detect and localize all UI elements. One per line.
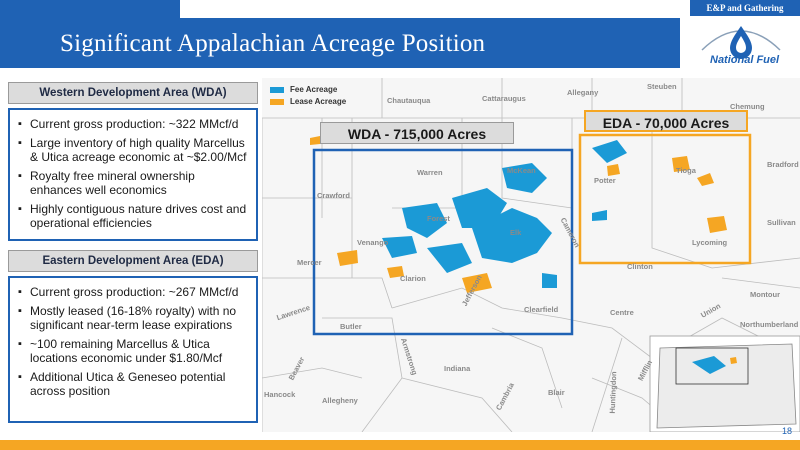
legend-label: Fee Acreage [290, 85, 338, 94]
county-label: Elk [510, 228, 522, 237]
title-banner [0, 18, 680, 68]
county-label: Chemung [730, 102, 765, 111]
county-label: Sullivan [767, 218, 796, 227]
eda-boundary [578, 133, 752, 265]
county-label: Northumberland [740, 320, 799, 329]
county-label: Centre [610, 308, 634, 317]
county-label: Mercer [297, 258, 322, 267]
page-title: Significant Appalachian Acreage Position [60, 30, 486, 57]
inset-state-map [649, 335, 800, 432]
lease-acreage-swatch [270, 98, 284, 105]
wda-panel-heading: Western Development Area (WDA) [8, 82, 258, 104]
page-number: 18 [781, 426, 792, 436]
eda-acreage-label: EDA - 70,000 Acres [584, 110, 748, 132]
national-fuel-logo [701, 26, 781, 59]
legend-item-lease: Lease Acreage [270, 97, 346, 106]
county-label: McKean [507, 166, 536, 175]
section-tag: E&P and Gathering [690, 0, 800, 16]
county-label: Huntingdon [607, 371, 619, 414]
wda-bullet: Highly contiguous nature drives cost and… [18, 202, 250, 230]
county-label: Indiana [444, 364, 471, 373]
wda-bullet: Large inventory of high quality Marcellu… [18, 136, 250, 164]
county-label: Blair [548, 388, 565, 397]
eda-panel: Current gross production: ~267 MMcf/d Mo… [8, 276, 258, 423]
legend-label: Lease Acreage [290, 97, 347, 106]
eda-bullet: ~100 remaining Marcellus & Utica locatio… [18, 337, 250, 365]
legend-item-fee: Fee Acreage [270, 85, 346, 94]
eda-bullet: Additional Utica & Geneseo potential acr… [18, 370, 250, 398]
wda-bullet: Current gross production: ~322 MMcf/d [18, 117, 250, 131]
fee-acreage-swatch [270, 86, 284, 93]
eda-bullet: Mostly leased (16-18% royalty) with no s… [18, 304, 250, 332]
county-label: Clearfield [524, 305, 559, 314]
county-label: Steuben [647, 82, 677, 91]
county-label: Potter [594, 176, 616, 185]
county-label: Hancock [264, 390, 296, 399]
lease-acreage-areas [310, 136, 727, 293]
county-label: Bradford [767, 160, 799, 169]
eda-bullet: Current gross production: ~267 MMcf/d [18, 285, 250, 299]
county-label: Clarion [400, 274, 426, 283]
county-label: Warren [417, 168, 443, 177]
map-legend: Fee Acreage Lease Acreage [270, 85, 346, 109]
county-label: Chautauqua [387, 96, 431, 105]
county-label: Venango [357, 238, 389, 247]
wda-bullet: Royalty free mineral ownership enhances … [18, 169, 250, 197]
county-label: Cattaraugus [482, 94, 526, 103]
county-label: Crawford [317, 191, 350, 200]
header-top-strip [0, 0, 180, 18]
wda-panel: Current gross production: ~322 MMcf/d La… [8, 108, 258, 241]
wda-boundary [312, 148, 574, 336]
footer-accent-bar [0, 440, 800, 450]
county-label: Allegheny [322, 396, 358, 405]
county-label: Montour [750, 290, 780, 299]
acreage-map: Chautauqua Cattaraugus Allegany Steuben … [262, 78, 800, 432]
county-label: Allegany [567, 88, 599, 97]
county-label: Lycoming [692, 238, 728, 247]
eda-panel-heading: Eastern Development Area (EDA) [8, 250, 258, 272]
wda-acreage-label: WDA - 715,000 Acres [320, 122, 514, 144]
logo-wordmark: National Fuel [710, 54, 780, 66]
eda-bullet-list: Current gross production: ~267 MMcf/d Mo… [18, 285, 250, 398]
county-label: Clinton [627, 262, 653, 271]
wda-bullet-list: Current gross production: ~322 MMcf/d La… [18, 117, 250, 230]
county-label: Tioga [676, 166, 696, 175]
county-label: Forest [427, 214, 450, 223]
county-label: Butler [340, 322, 362, 331]
